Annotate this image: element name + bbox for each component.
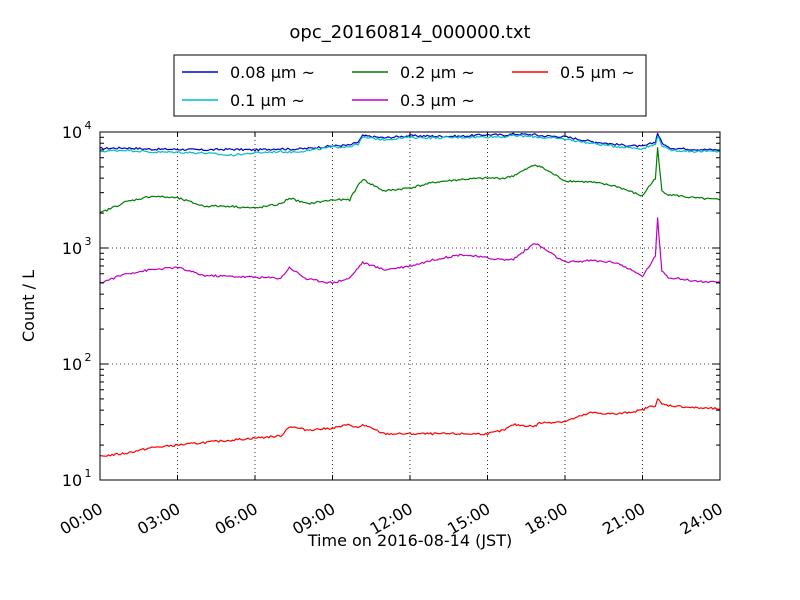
x-tick-label: 03:00 <box>134 499 183 539</box>
y-tick-exponent: 4 <box>85 119 92 132</box>
y-tick-base: 10 <box>62 471 82 490</box>
y-tick-exponent: 1 <box>85 467 92 480</box>
series-line <box>99 147 721 213</box>
y-tick-exponent: 3 <box>85 235 92 248</box>
x-tick-label: 21:00 <box>599 499 648 539</box>
y-tick-base: 10 <box>62 355 82 374</box>
y-tick-base: 10 <box>62 123 82 142</box>
y-tick-label: 10 2 <box>62 351 92 374</box>
y-tick-exponent: 2 <box>85 351 92 364</box>
legend-label: 0.1 µm ~ <box>230 91 305 110</box>
legend-entry: 0.08 µm ~ <box>182 63 315 82</box>
y-tick-label: 10 1 <box>62 467 92 490</box>
series-line <box>99 398 721 457</box>
x-tick-label: 18:00 <box>522 499 571 539</box>
legend-entry: 0.5 µm ~ <box>512 63 635 82</box>
legend-label: 0.3 µm ~ <box>400 91 475 110</box>
axes-ticks: 00:00 03:00 06:00 09:00 12:00 15:00 18:00 21:00… <box>57 119 726 539</box>
legend-label: 0.08 µm ~ <box>230 63 315 82</box>
legend-entry: 0.3 µm ~ <box>352 91 475 110</box>
y-axis-label: Count / L <box>19 270 38 342</box>
x-tick-label: 06:00 <box>212 499 261 539</box>
chart-title: opc_20160814_000000.txt <box>289 22 530 43</box>
legend-box <box>173 54 647 117</box>
series-line <box>99 217 721 285</box>
x-axis-label: Time on 2016-08-14 (JST) <box>307 531 512 550</box>
y-tick-base: 10 <box>62 239 82 258</box>
legend: 0.08 µm ~ 0.1 µm ~ 0.2 µm ~ 0.3 µm ~ 0.5 µm … <box>173 54 647 117</box>
series-line <box>99 134 721 157</box>
legend-entry: 0.2 µm ~ <box>352 63 475 82</box>
legend-entry: 0.1 µm ~ <box>182 91 305 110</box>
plot-area <box>99 132 721 457</box>
legend-label: 0.5 µm ~ <box>560 63 635 82</box>
series-line <box>99 132 721 152</box>
grid <box>100 132 720 480</box>
y-tick-label: 10 4 <box>62 119 92 142</box>
y-tick-label: 10 3 <box>62 235 92 258</box>
legend-label: 0.2 µm ~ <box>400 63 475 82</box>
x-tick-label: 24:00 <box>677 499 726 539</box>
x-tick-label: 00:00 <box>57 499 106 539</box>
